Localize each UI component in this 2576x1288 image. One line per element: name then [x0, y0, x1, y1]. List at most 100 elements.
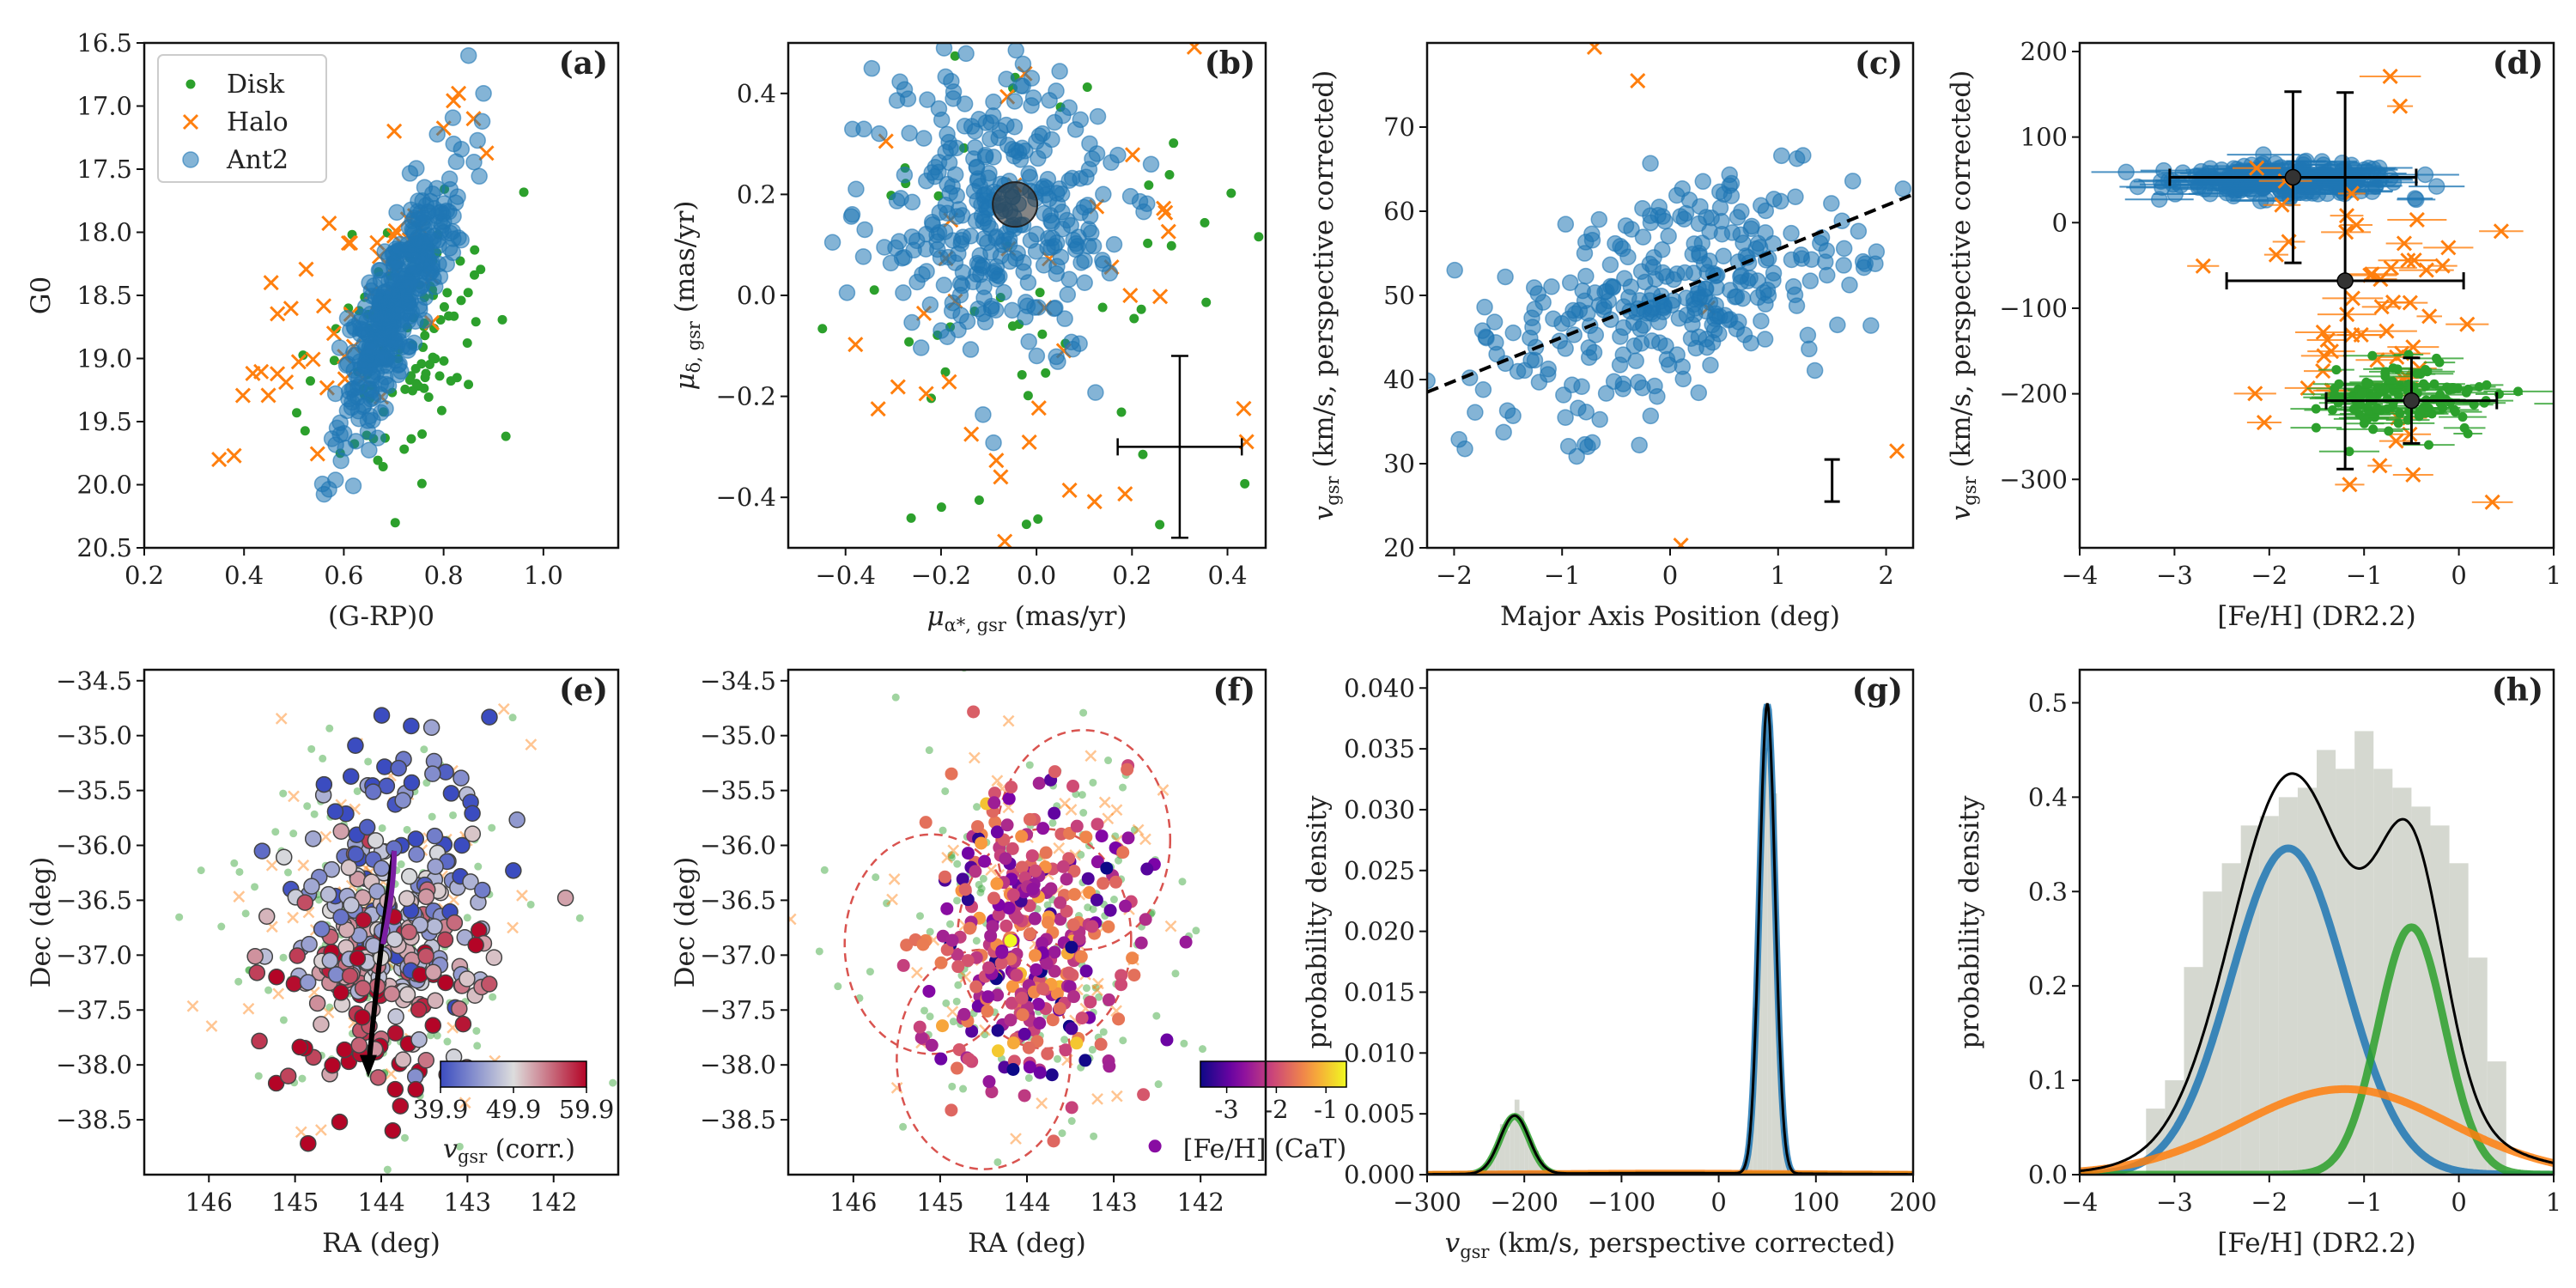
background-halo-point: [447, 894, 460, 906]
data-point-ant2: [1783, 224, 1800, 242]
star-point: [285, 975, 303, 993]
x-tick-label: 144: [1003, 1188, 1050, 1217]
data-point-ant2: [1087, 384, 1104, 401]
panel-label: (f): [1212, 672, 1255, 708]
data-point-ant2: [1081, 135, 1098, 153]
background-disk-point: [1152, 1012, 1161, 1020]
data-point-ant2: [469, 131, 486, 149]
x-tick-label: 142: [530, 1188, 577, 1217]
star-point: [1000, 818, 1014, 832]
data-point-ant2: [1756, 331, 1774, 348]
data-point-ant2: [2313, 153, 2330, 170]
star-point: [383, 985, 400, 1003]
star-point: [304, 830, 322, 848]
data-point-disk: [2364, 379, 2374, 389]
data-point-halo: [278, 374, 295, 391]
histogram-bar: [1767, 738, 1772, 1175]
background-halo-point: [1139, 833, 1151, 846]
data-point-ant2: [374, 348, 392, 366]
background-disk-point: [197, 866, 205, 875]
data-point-ant2: [1042, 212, 1060, 230]
star-point: [1006, 1062, 1020, 1076]
data-point-halo: [309, 446, 325, 462]
star-point: [343, 896, 360, 914]
background-disk-point: [1078, 791, 1086, 799]
background-disk-point: [1091, 983, 1100, 992]
star-point: [938, 870, 951, 884]
data-point-halo: [2405, 466, 2421, 483]
star-point: [1179, 935, 1193, 949]
data-point-ant2: [1078, 197, 1097, 214]
data-point-ant2: [1596, 283, 1613, 301]
background-disk-point: [1084, 903, 1092, 912]
star-point: [454, 1015, 472, 1033]
star-point: [384, 1121, 402, 1139]
star-point: [992, 908, 1005, 921]
background-disk-point: [234, 977, 243, 986]
data-point-ant2: [854, 248, 872, 265]
data-point-ant2: [1065, 231, 1082, 249]
data-point-ant2: [1619, 248, 1637, 266]
x-tick-label: −2: [2251, 1188, 2287, 1217]
data-point-ant2: [987, 229, 1005, 246]
y-axis-label: probability density: [1954, 795, 1985, 1049]
star-point: [1067, 990, 1081, 1004]
data-point-ant2: [369, 429, 386, 447]
data-point-ant2: [1076, 274, 1093, 292]
data-point-ant2: [1690, 384, 1708, 402]
data-point-ant2: [473, 112, 491, 131]
star-point: [253, 842, 271, 860]
data-point-ant2: [1855, 258, 1873, 276]
colorbar-label: vgsr (corr.): [443, 1134, 575, 1167]
data-point-halo: [1157, 204, 1174, 221]
colorbar-tick-label: 49.9: [486, 1095, 542, 1124]
star-point: [347, 737, 364, 755]
panel-label: (c): [1855, 46, 1903, 82]
data-point-ant2: [389, 356, 407, 374]
data-point-halo: [890, 379, 906, 395]
data-point-ant2: [1577, 435, 1594, 453]
star-point: [386, 1080, 404, 1098]
data-point-disk: [436, 405, 447, 416]
data-point-ant2: [2150, 191, 2168, 209]
star-point: [354, 1008, 371, 1026]
data-point-ant2: [1095, 185, 1112, 204]
x-tick-label: 200: [1889, 1188, 1936, 1217]
panel-d: −4 −3 −2 −1 0 1 −300 −200 −100 0 100 200 (d) [Fe/H] (…: [1946, 37, 2561, 632]
data-point-ant2: [1665, 292, 1682, 309]
x-tick-label: 0.2: [1112, 561, 1151, 590]
data-point-disk: [456, 295, 466, 306]
star-point: [1053, 1001, 1066, 1015]
data-point-halo: [2339, 307, 2355, 323]
x-tick-label: −300: [1393, 1188, 1461, 1217]
plot-area-g: [1427, 702, 1913, 1175]
background-disk-point: [310, 810, 319, 818]
data-point-ant2: [933, 322, 950, 339]
data-point-halo: [2396, 235, 2413, 252]
star-point: [1056, 860, 1070, 873]
data-point-ant2: [445, 135, 463, 153]
star-point: [951, 948, 964, 962]
background-disk-point: [866, 968, 874, 976]
data-point-ant2: [1080, 221, 1097, 238]
data-point-ant2: [1649, 387, 1666, 405]
background-halo-point: [888, 873, 901, 885]
data-point-disk: [2469, 399, 2479, 410]
star-point: [467, 936, 484, 954]
x-axis-label: vgsr (km/s, perspective corrected): [1445, 1228, 1896, 1262]
star-point: [1081, 872, 1095, 885]
data-point-halo: [478, 145, 495, 161]
data-point-disk: [439, 301, 449, 312]
data-point-halo: [245, 365, 261, 382]
y-tick-label: 30: [1383, 449, 1415, 478]
background-halo-point: [1059, 797, 1072, 810]
background-disk-point: [1099, 1028, 1108, 1036]
background-disk-point: [1048, 818, 1057, 827]
y-tick-label: 0.025: [1344, 856, 1415, 885]
background-disk-point: [1180, 1039, 1188, 1048]
background-disk-point: [400, 1133, 409, 1142]
data-point-halo: [708, 332, 721, 346]
histogram-bar: [2317, 750, 2336, 1175]
data-point-ant2: [1545, 310, 1562, 327]
star-point: [1031, 998, 1045, 1012]
